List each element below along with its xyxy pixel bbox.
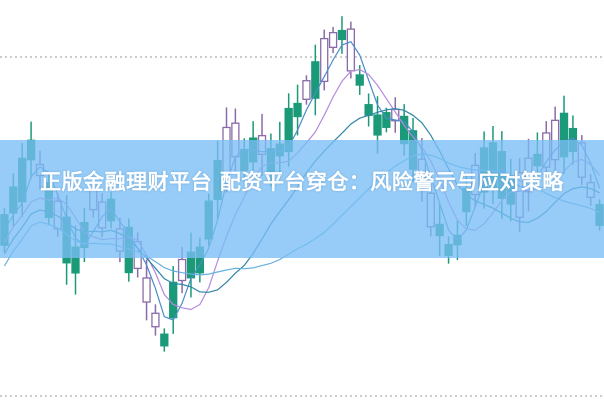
down-candle <box>382 112 391 128</box>
up-candle <box>302 80 311 100</box>
down-candle <box>373 114 382 136</box>
cover-title: 正版金融理财平台 配资平台穿仓：风险警示与应对策略 <box>40 170 564 194</box>
down-candle <box>169 281 178 319</box>
up-candle <box>177 258 187 282</box>
down-candle <box>160 333 169 347</box>
up-candle <box>320 37 329 83</box>
down-candle <box>311 61 320 99</box>
up-candle <box>142 277 151 303</box>
up-candle <box>346 28 356 72</box>
down-candle <box>355 74 364 86</box>
down-candle <box>364 104 373 116</box>
title-banner <box>0 140 604 258</box>
up-candle <box>391 108 400 122</box>
up-candle <box>328 31 338 49</box>
up-candle <box>151 312 160 328</box>
down-candle <box>337 29 347 41</box>
down-candle <box>293 102 302 118</box>
